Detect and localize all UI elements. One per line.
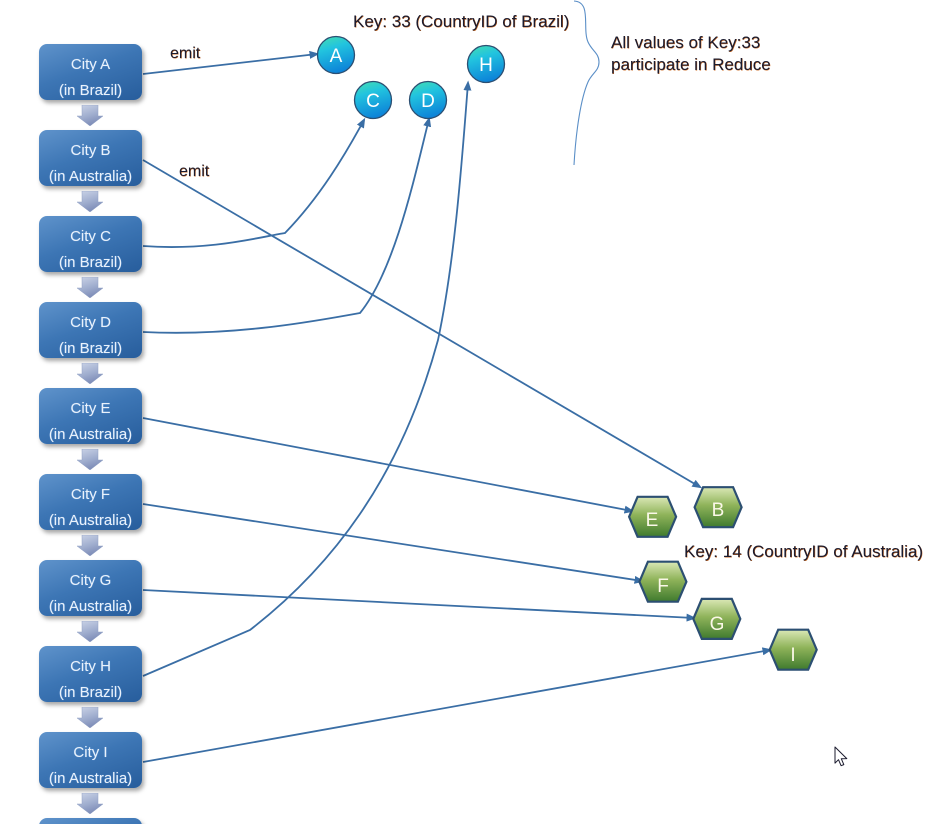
svg-text:F: F (657, 576, 669, 597)
svg-text:All values of Key:33: All values of Key:33 (611, 33, 760, 52)
svg-text:C: C (366, 91, 380, 112)
svg-text:D: D (421, 91, 435, 112)
svg-text:A: A (330, 46, 343, 67)
svg-text:Key: 33 (CountryID of Brazil): Key: 33 (CountryID of Brazil) (353, 12, 569, 31)
svg-text:B: B (712, 500, 725, 521)
svg-text:G: G (710, 614, 725, 635)
svg-text:I: I (790, 645, 795, 666)
svg-text:emit: emit (170, 45, 201, 62)
svg-text:H: H (479, 55, 493, 76)
svg-text:E: E (646, 510, 659, 531)
svg-text:Key: 14 (CountryID of Australi: Key: 14 (CountryID of Australia) (684, 542, 923, 561)
svg-text:participate in Reduce: participate in Reduce (611, 55, 771, 74)
svg-text:emit: emit (179, 163, 210, 180)
